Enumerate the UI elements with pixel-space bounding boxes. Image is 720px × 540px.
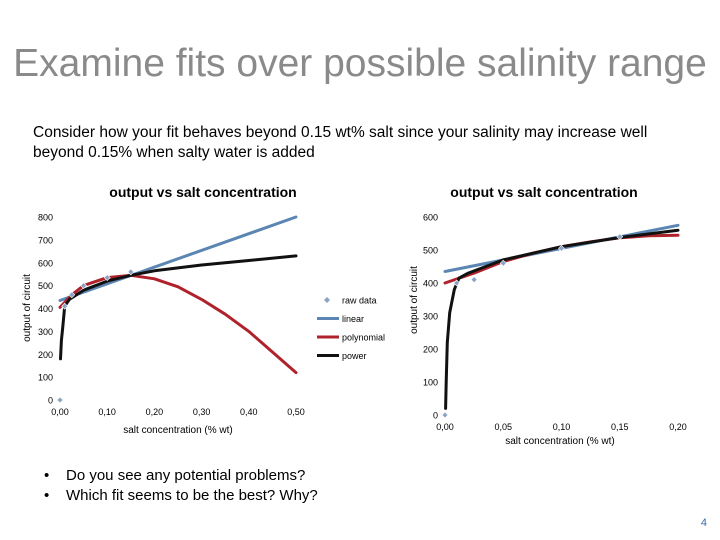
data-point — [127, 268, 135, 276]
y-tick-label: 600 — [423, 213, 438, 223]
bullet-list: • Do you see any potential problems? • W… — [44, 466, 318, 506]
chart-title: output vs salt concentration — [109, 184, 296, 200]
bullet-dot: • — [44, 487, 50, 504]
x-tick-label: 0,10 — [98, 407, 116, 417]
x-axis-title: salt concentration (% wt) — [505, 436, 615, 447]
x-tick-label: 0,15 — [611, 422, 629, 432]
data-point — [616, 233, 624, 241]
data-point — [453, 279, 461, 287]
data-point — [56, 396, 64, 404]
legend-label: polynomial — [342, 333, 385, 343]
y-tick-label: 200 — [38, 350, 53, 360]
legend-label: power — [342, 351, 367, 361]
y-tick-label: 100 — [38, 373, 53, 383]
data-point — [470, 276, 478, 284]
slide-title: Examine fits over possible salinity rang… — [13, 42, 707, 85]
bullet-dot: • — [44, 467, 50, 484]
intro-text: Consider how your fit behaves beyond 0.1… — [33, 124, 648, 161]
y-tick-label: 300 — [38, 327, 53, 337]
bullet-item: • Which fit seems to be the best? Why? — [44, 486, 318, 506]
y-axis-title: output of circuit — [22, 274, 33, 342]
y-tick-label: 400 — [423, 279, 438, 289]
x-tick-label: 0,20 — [669, 422, 687, 432]
data-point — [80, 282, 88, 290]
x-axis-title: salt concentration (% wt) — [123, 425, 233, 436]
data-point — [499, 259, 507, 267]
y-tick-label: 500 — [38, 281, 53, 291]
data-point — [68, 291, 76, 299]
bullet-text: Do you see any potential problems? — [66, 467, 306, 484]
x-tick-label: 0,10 — [553, 422, 571, 432]
legend-label: raw data — [342, 296, 377, 306]
data-point — [61, 302, 69, 310]
y-tick-label: 800 — [38, 213, 53, 223]
legend-marker-raw-data — [324, 297, 330, 303]
y-tick-label: 300 — [423, 312, 438, 322]
data-point — [103, 274, 111, 282]
series-line-power — [59, 254, 298, 361]
x-tick-label: 0,30 — [193, 407, 211, 417]
y-tick-label: 0 — [48, 396, 53, 406]
x-tick-label: 0,20 — [146, 407, 164, 417]
series-line-polynomial — [443, 233, 680, 285]
y-axis-title: output of circuit — [409, 266, 420, 334]
y-tick-label: 0 — [433, 411, 438, 421]
chart-title: output vs salt concentration — [450, 184, 637, 200]
data-point — [441, 411, 449, 419]
y-tick-label: 400 — [38, 304, 53, 314]
x-tick-label: 0,00 — [436, 422, 454, 432]
x-tick-label: 0,05 — [494, 422, 512, 432]
x-tick-label: 0,50 — [287, 407, 305, 417]
legend-label: linear — [342, 314, 364, 324]
bullet-text: Which fit seems to be the best? Why? — [66, 487, 318, 504]
data-point — [558, 244, 565, 252]
series-line-power — [444, 228, 680, 410]
y-tick-label: 700 — [38, 235, 53, 245]
y-tick-label: 100 — [423, 378, 438, 388]
y-tick-label: 200 — [423, 345, 438, 355]
page-number: 4 — [700, 517, 707, 529]
series-line-linear — [58, 215, 298, 302]
x-tick-label: 0,40 — [240, 407, 258, 417]
y-tick-label: 500 — [423, 246, 438, 256]
y-tick-label: 600 — [38, 258, 53, 268]
x-tick-label: 0,00 — [51, 407, 69, 417]
bullet-item: • Do you see any potential problems? — [44, 466, 318, 486]
series-line-polynomial — [58, 273, 298, 375]
